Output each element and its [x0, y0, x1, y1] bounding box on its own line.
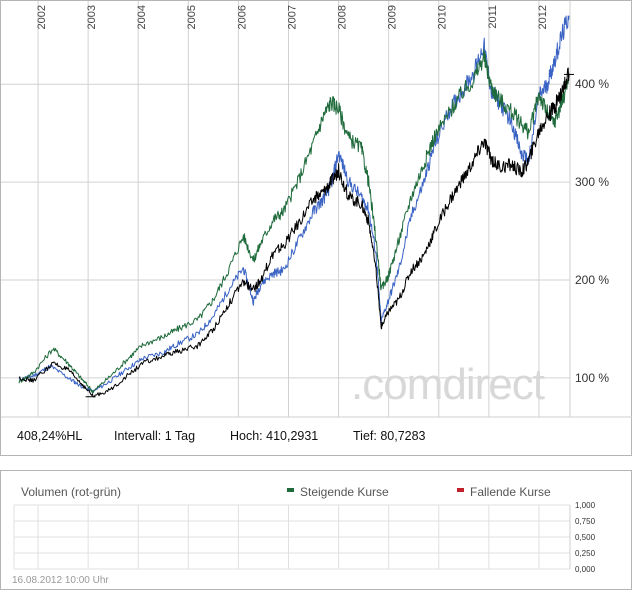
y-tick-label: 400 % — [575, 77, 609, 91]
year-labels: 2002 2003 2004 2005 2006 2007 2008 2009 2010 2011… — [36, 5, 549, 29]
price-chart: 2002 2003 2004 2005 2006 2007 2008 2009 2010 2011… — [1, 1, 632, 443]
volume-title: Volumen (rot-grün) — [21, 485, 121, 499]
series-line-green — [18, 49, 570, 394]
volume-chart: Volumen (rot-grün) Steigende Kurse Falle… — [12, 485, 596, 586]
series-line-blue — [18, 15, 570, 394]
volume-tick-label: 0,500 — [575, 533, 596, 542]
rising-legend-marker — [287, 488, 294, 492]
year-label: 2004 — [136, 5, 148, 29]
year-label: 2009 — [387, 5, 399, 29]
year-label: 2007 — [286, 5, 298, 29]
year-label: 2002 — [36, 5, 48, 29]
footer-timestamp: 16.08.2012 10:00 Uhr — [12, 575, 109, 586]
rising-legend-label: Steigende Kurse — [300, 485, 389, 499]
y-tick-label: 100 % — [575, 371, 609, 385]
year-label: 2005 — [186, 5, 198, 29]
volume-tick-label: 0,750 — [575, 517, 596, 526]
volume-panel: Volumen (rot-grün) Steigende Kurse Falle… — [0, 470, 632, 590]
chart-grid — [1, 1, 571, 417]
series-line-black — [18, 67, 570, 398]
low-value: Tief: 80,7283 — [353, 429, 426, 443]
main-chart-panel: 2002 2003 2004 2005 2006 2007 2008 2009 2010 2011… — [0, 0, 632, 456]
y-tick-label: 300 % — [575, 175, 609, 189]
year-label: 2003 — [86, 5, 98, 29]
volume-tick-label: 0,250 — [575, 549, 596, 558]
high-value: Hoch: 410,2931 — [230, 429, 318, 443]
interval-label: Intervall: 1 Tag — [114, 429, 195, 443]
year-label: 2010 — [437, 5, 449, 29]
volume-tick-label: 0,000 — [575, 565, 596, 574]
year-label: 2012 — [537, 5, 549, 29]
falling-legend-marker — [457, 488, 464, 492]
y-axis-labels: 100 % 200 % 300 % 400 % — [575, 77, 609, 385]
year-label: 2006 — [236, 5, 248, 29]
y-tick-label: 200 % — [575, 273, 609, 287]
year-label: 2008 — [336, 5, 348, 29]
volume-y-labels: 1,000 0,750 0,500 0,250 0,000 — [575, 501, 596, 574]
chart-series — [18, 15, 574, 398]
volume-tick-label: 1,000 — [575, 501, 596, 510]
comdirect-watermark: .comdirect — [351, 360, 545, 409]
performance-value: 408,24%HL — [17, 429, 82, 443]
year-label: 2011 — [487, 5, 499, 29]
volume-grid — [13, 504, 571, 570]
falling-legend-label: Fallende Kurse — [470, 485, 551, 499]
